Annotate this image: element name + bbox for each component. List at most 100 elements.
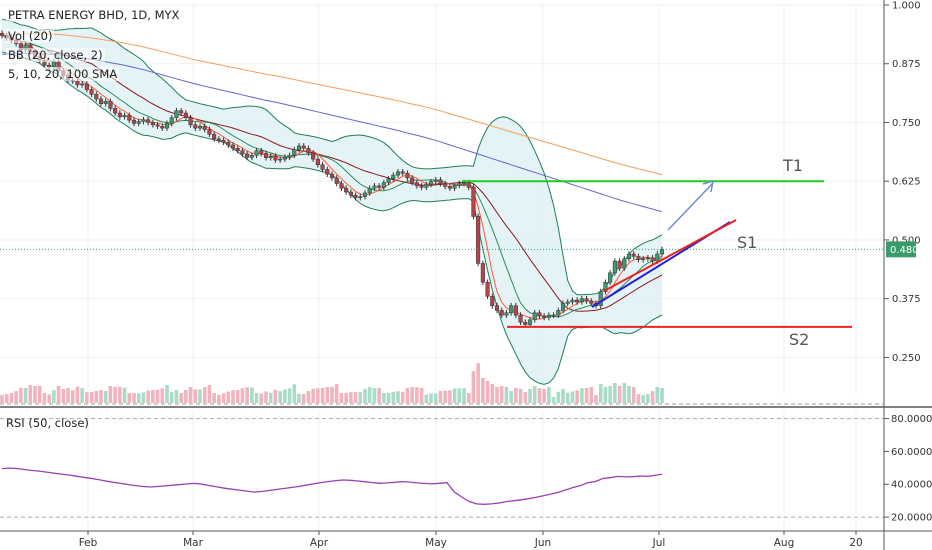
volume-bar — [608, 386, 612, 403]
candle-body — [424, 184, 429, 188]
candle-body — [207, 129, 212, 135]
candle-body — [292, 149, 297, 156]
volume-bar — [47, 394, 51, 403]
candle-body — [542, 315, 547, 318]
volume-bar — [575, 390, 579, 403]
volume-bar — [56, 386, 61, 403]
bb-upper-line — [1, 18, 663, 296]
volume-bar — [410, 387, 414, 403]
candle-body — [499, 310, 504, 316]
candle-body — [296, 145, 302, 150]
candle-body — [188, 117, 193, 126]
symbol-title[interactable]: PETRA ENERGY BHD, 1D, MYX — [6, 8, 182, 22]
candle-body — [0, 32, 5, 36]
volume-bar — [136, 393, 141, 403]
volume-bar — [466, 393, 471, 403]
volume-bar — [184, 390, 188, 403]
candle-body — [268, 156, 273, 158]
trendline-red — [603, 219, 737, 292]
volume-bar — [386, 392, 391, 403]
volume-bar — [631, 387, 636, 403]
volume-bar — [66, 388, 70, 403]
candle-body — [622, 258, 627, 269]
volume-bar — [391, 391, 396, 403]
volume-bar — [231, 390, 235, 403]
volume-bar — [297, 393, 301, 403]
annotation-t1: T1 — [782, 156, 803, 175]
price-axis[interactable]: 1.000 0.875 0.750 0.625 0.500 0.375 0.250 0.480 — [884, 1, 921, 364]
volume-bar — [202, 387, 207, 403]
indicator-volume[interactable]: Vol (20) — [6, 29, 55, 43]
time-axis[interactable]: Feb Mar Apr May Jun Jul Aug 20 — [79, 531, 863, 549]
volume-bar — [367, 387, 372, 403]
volume-bar — [141, 392, 146, 403]
volume-bar — [594, 395, 598, 403]
volume-bar — [14, 391, 18, 403]
volume-bar — [9, 393, 14, 403]
candle-body — [485, 281, 490, 297]
volume-bar — [603, 387, 608, 403]
candle-body — [325, 169, 330, 175]
volume-bar — [476, 363, 480, 403]
volume-bar — [627, 386, 631, 403]
candle-body — [117, 112, 122, 118]
candle-body — [377, 185, 382, 188]
candle-body — [164, 123, 170, 129]
candle-body — [414, 182, 419, 187]
candle-body — [523, 321, 528, 325]
candle-body — [216, 138, 221, 141]
volume-bar — [353, 392, 358, 403]
candle-body — [301, 145, 306, 149]
candle-body — [556, 310, 561, 316]
candle-body — [546, 314, 551, 318]
volume-bar — [528, 389, 532, 403]
volume-bar — [70, 390, 75, 403]
candle-body — [141, 119, 146, 122]
volume-bar — [358, 392, 363, 403]
candle-body — [626, 253, 632, 259]
indicator-sma[interactable]: 5, 10, 20, 100 SMA — [6, 67, 120, 81]
volume-bar — [561, 389, 565, 403]
volume-bar — [169, 392, 174, 403]
candle-body — [287, 155, 292, 158]
volume-bar — [259, 393, 264, 403]
volume-bar — [155, 389, 160, 403]
rsi-tick-label: 20.0000 — [891, 513, 932, 524]
candle-body — [254, 150, 259, 156]
time-tick-label: Feb — [79, 537, 98, 549]
volume-bar — [268, 392, 273, 403]
volume-bar — [617, 386, 622, 403]
candle-body — [433, 179, 438, 182]
volume-bar — [344, 392, 348, 403]
candle-body — [348, 191, 353, 196]
volume-bar — [509, 391, 513, 403]
candle-body — [334, 177, 339, 184]
volume-bar — [400, 391, 405, 403]
rsi-axis[interactable]: 80.0000 60.0000 40.0000 20.0000 — [884, 414, 932, 524]
volume-bar — [372, 388, 377, 403]
candle-body — [367, 188, 372, 194]
candle-body — [306, 148, 311, 154]
candle-body — [230, 144, 236, 149]
volume-bar — [523, 392, 528, 403]
volume-bar — [641, 395, 645, 403]
volume-bar — [146, 390, 150, 403]
time-tick-label: May — [425, 537, 447, 549]
volume-bar — [485, 381, 490, 403]
candle-body — [94, 94, 99, 100]
volume-bar — [4, 394, 9, 403]
volume-bar — [174, 390, 179, 403]
volume-bar — [339, 393, 344, 403]
volume-bar — [23, 388, 28, 403]
candle-body — [641, 258, 646, 260]
candle-body — [584, 298, 589, 302]
candle-body — [362, 192, 368, 197]
rsi-title[interactable]: RSI (50, close) — [6, 416, 89, 430]
indicator-bollinger[interactable]: BB (20, close, 2) — [6, 48, 105, 62]
candle-body — [174, 110, 179, 119]
volume-bar — [613, 383, 617, 403]
candle-body — [84, 83, 89, 90]
volume-bar — [188, 387, 193, 403]
candle-body — [197, 125, 203, 129]
volume-bar — [52, 390, 56, 403]
